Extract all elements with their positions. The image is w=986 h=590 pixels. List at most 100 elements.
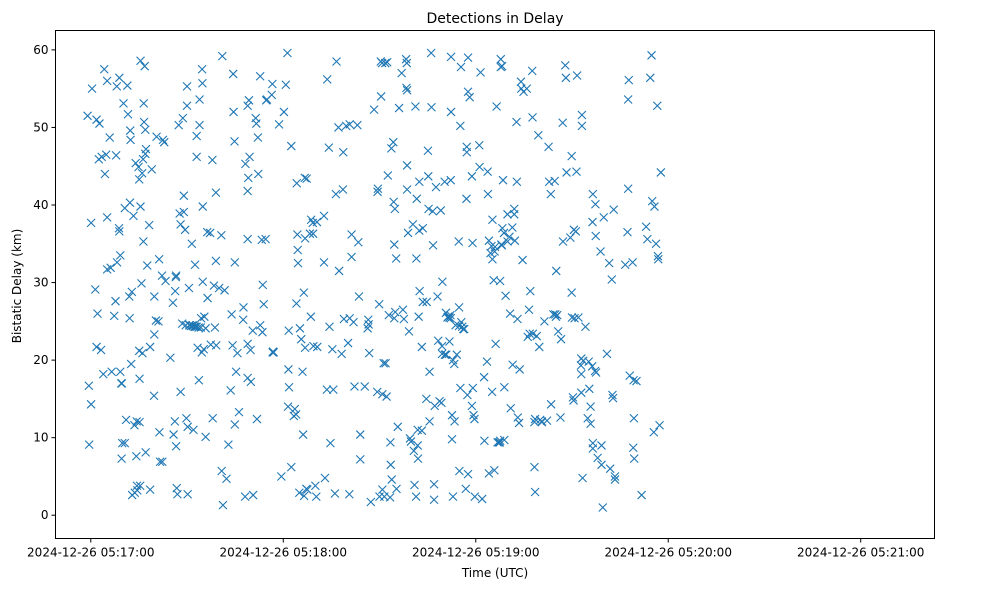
- data-point: [130, 420, 139, 430]
- data-point: [364, 348, 374, 358]
- data-point: [534, 342, 544, 352]
- data-point: [253, 133, 263, 142]
- data-point: [194, 323, 203, 332]
- data-point: [490, 242, 500, 252]
- data-point: [467, 171, 477, 181]
- data-point: [201, 323, 211, 333]
- data-point: [295, 323, 305, 333]
- data-point: [139, 99, 149, 108]
- data-point: [230, 137, 239, 146]
- data-point: [374, 299, 384, 309]
- data-point: [149, 391, 159, 401]
- data-point: [286, 462, 296, 472]
- data-point: [474, 140, 484, 150]
- points-layer: [83, 48, 666, 512]
- data-point: [488, 215, 497, 225]
- data-point: [447, 410, 457, 420]
- data-point: [544, 142, 553, 152]
- data-point: [378, 485, 387, 495]
- data-point: [124, 292, 134, 301]
- data-point: [134, 175, 144, 184]
- data-point: [98, 369, 108, 379]
- data-point: [399, 314, 409, 324]
- data-point: [334, 266, 344, 276]
- data-point: [169, 430, 178, 439]
- data-point: [136, 56, 145, 66]
- data-point: [468, 238, 477, 248]
- data-point: [240, 492, 250, 502]
- data-point: [576, 361, 586, 370]
- data-point: [414, 177, 424, 187]
- data-point: [506, 403, 516, 413]
- data-point: [421, 394, 431, 404]
- data-point: [353, 237, 363, 247]
- data-point: [176, 387, 186, 397]
- data-point: [261, 234, 271, 244]
- data-point: [107, 367, 117, 377]
- data-point: [588, 217, 597, 227]
- data-point: [608, 393, 618, 403]
- data-point: [337, 349, 347, 359]
- data-point: [171, 441, 181, 451]
- data-point: [229, 107, 238, 117]
- data-point: [462, 194, 471, 204]
- data-point: [417, 426, 427, 436]
- data-point: [429, 479, 439, 489]
- data-point: [475, 162, 484, 172]
- data-point: [101, 150, 111, 159]
- data-point: [114, 73, 124, 83]
- data-point: [656, 168, 666, 177]
- data-point: [386, 437, 395, 447]
- data-point: [243, 234, 253, 244]
- data-point: [470, 492, 480, 502]
- data-point: [394, 103, 404, 113]
- data-point: [184, 283, 194, 293]
- data-point: [364, 320, 373, 329]
- data-point: [216, 230, 226, 240]
- data-point: [117, 378, 127, 388]
- data-point: [145, 485, 155, 495]
- data-point: [349, 317, 358, 327]
- data-point: [576, 369, 586, 379]
- data-point: [238, 315, 248, 325]
- data-point: [355, 455, 365, 464]
- data-point: [437, 341, 447, 351]
- data-point: [446, 52, 456, 62]
- data-point: [231, 367, 241, 377]
- data-point: [299, 288, 309, 298]
- data-point: [332, 57, 341, 66]
- data-point: [255, 320, 265, 330]
- data-point: [369, 105, 379, 114]
- data-point: [385, 493, 395, 502]
- data-point: [530, 487, 540, 497]
- data-point: [550, 309, 560, 319]
- data-point: [170, 417, 180, 426]
- data-point: [649, 427, 659, 437]
- data-point: [112, 81, 122, 91]
- data-point: [122, 81, 132, 90]
- data-point: [300, 343, 310, 353]
- data-point: [417, 342, 427, 352]
- data-point: [97, 152, 107, 162]
- data-point: [509, 204, 519, 214]
- data-point: [527, 66, 537, 76]
- data-point: [528, 112, 537, 122]
- data-point: [510, 236, 520, 246]
- data-point: [151, 316, 161, 325]
- data-point: [652, 101, 662, 111]
- data-point: [152, 132, 161, 142]
- data-point: [246, 377, 256, 387]
- data-point: [299, 491, 309, 501]
- data-point: [259, 299, 269, 309]
- data-point: [347, 230, 356, 239]
- data-point: [596, 247, 605, 256]
- data-point: [328, 385, 338, 394]
- data-point: [293, 245, 303, 255]
- data-point: [495, 437, 505, 447]
- data-point: [405, 434, 415, 443]
- y-tick-label: 60: [33, 43, 48, 57]
- data-point: [463, 390, 472, 400]
- data-point: [102, 213, 112, 222]
- data-point: [227, 309, 237, 319]
